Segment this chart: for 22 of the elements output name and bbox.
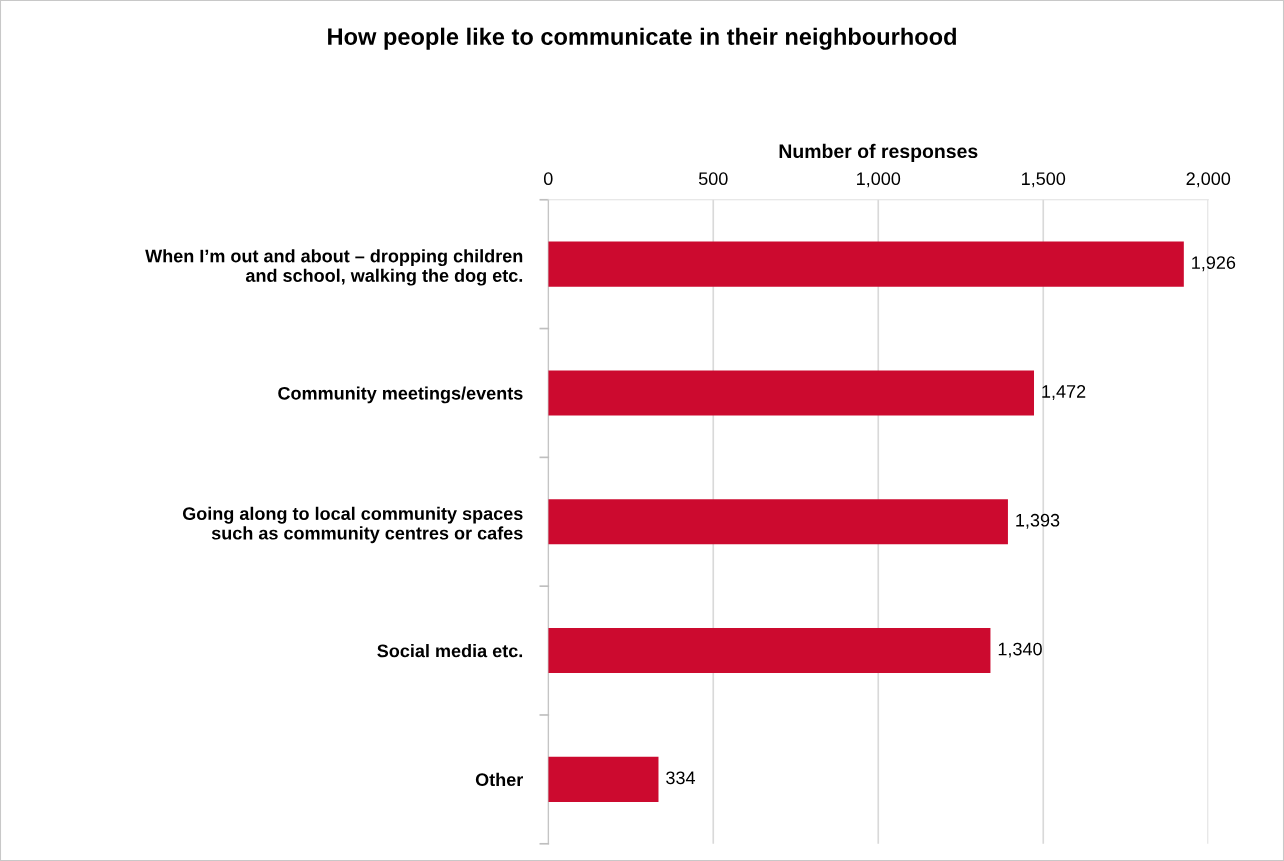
x-axis-title: Number of responses	[779, 143, 978, 162]
y-tick-label: Social media etc.	[377, 644, 523, 658]
x-tick-label: 0	[543, 172, 553, 186]
y-tick-label: When I’m out and about – dropping children and school, walking the dog etc.	[145, 249, 523, 286]
bar	[548, 370, 1035, 416]
data-label: 1,340	[998, 642, 1042, 658]
x-tick-label: 2,000	[1186, 172, 1231, 188]
y-tick-label: Going along to local community spaces such as community centres or cafes	[182, 506, 523, 544]
x-tick-label: 1,500	[1022, 172, 1066, 188]
x-tick-label: 500	[698, 172, 728, 186]
chart-title: How people like to communicate in their neighbourhood	[328, 27, 956, 50]
data-label: 1,926	[1192, 256, 1236, 272]
data-label: 1,472	[1042, 385, 1086, 400]
data-label: 334	[666, 771, 696, 785]
y-tick-label: Other	[475, 772, 523, 787]
x-tick-label: 1,000	[857, 172, 901, 188]
bar	[548, 499, 1008, 545]
bar	[548, 628, 991, 674]
data-label: 1,393	[1016, 513, 1060, 529]
y-tick-label: Community meetings/events	[278, 386, 523, 404]
bar	[548, 756, 659, 802]
bar	[548, 241, 1184, 287]
